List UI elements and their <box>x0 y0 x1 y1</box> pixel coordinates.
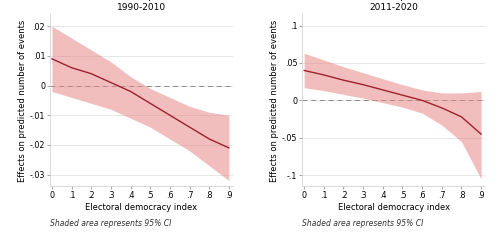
Text: Shaded area represents 95% CI: Shaded area represents 95% CI <box>50 219 172 228</box>
Y-axis label: Effects on predicted number of events: Effects on predicted number of events <box>270 19 279 181</box>
Title: Average marginal effects of
mobile cellular subscriptions with 95% CIs
1990-2010: Average marginal effects of mobile cellu… <box>46 0 238 12</box>
X-axis label: Electoral democracy index: Electoral democracy index <box>86 203 198 212</box>
X-axis label: Electoral democracy index: Electoral democracy index <box>338 203 450 212</box>
Text: Shaded area represents 95% CI: Shaded area represents 95% CI <box>302 219 424 228</box>
Y-axis label: Effects on predicted number of events: Effects on predicted number of events <box>18 19 27 181</box>
Title: Average marginal effects of
mobile cellular subscriptions with 95% CIs
2011-2020: Average marginal effects of mobile cellu… <box>298 0 490 12</box>
